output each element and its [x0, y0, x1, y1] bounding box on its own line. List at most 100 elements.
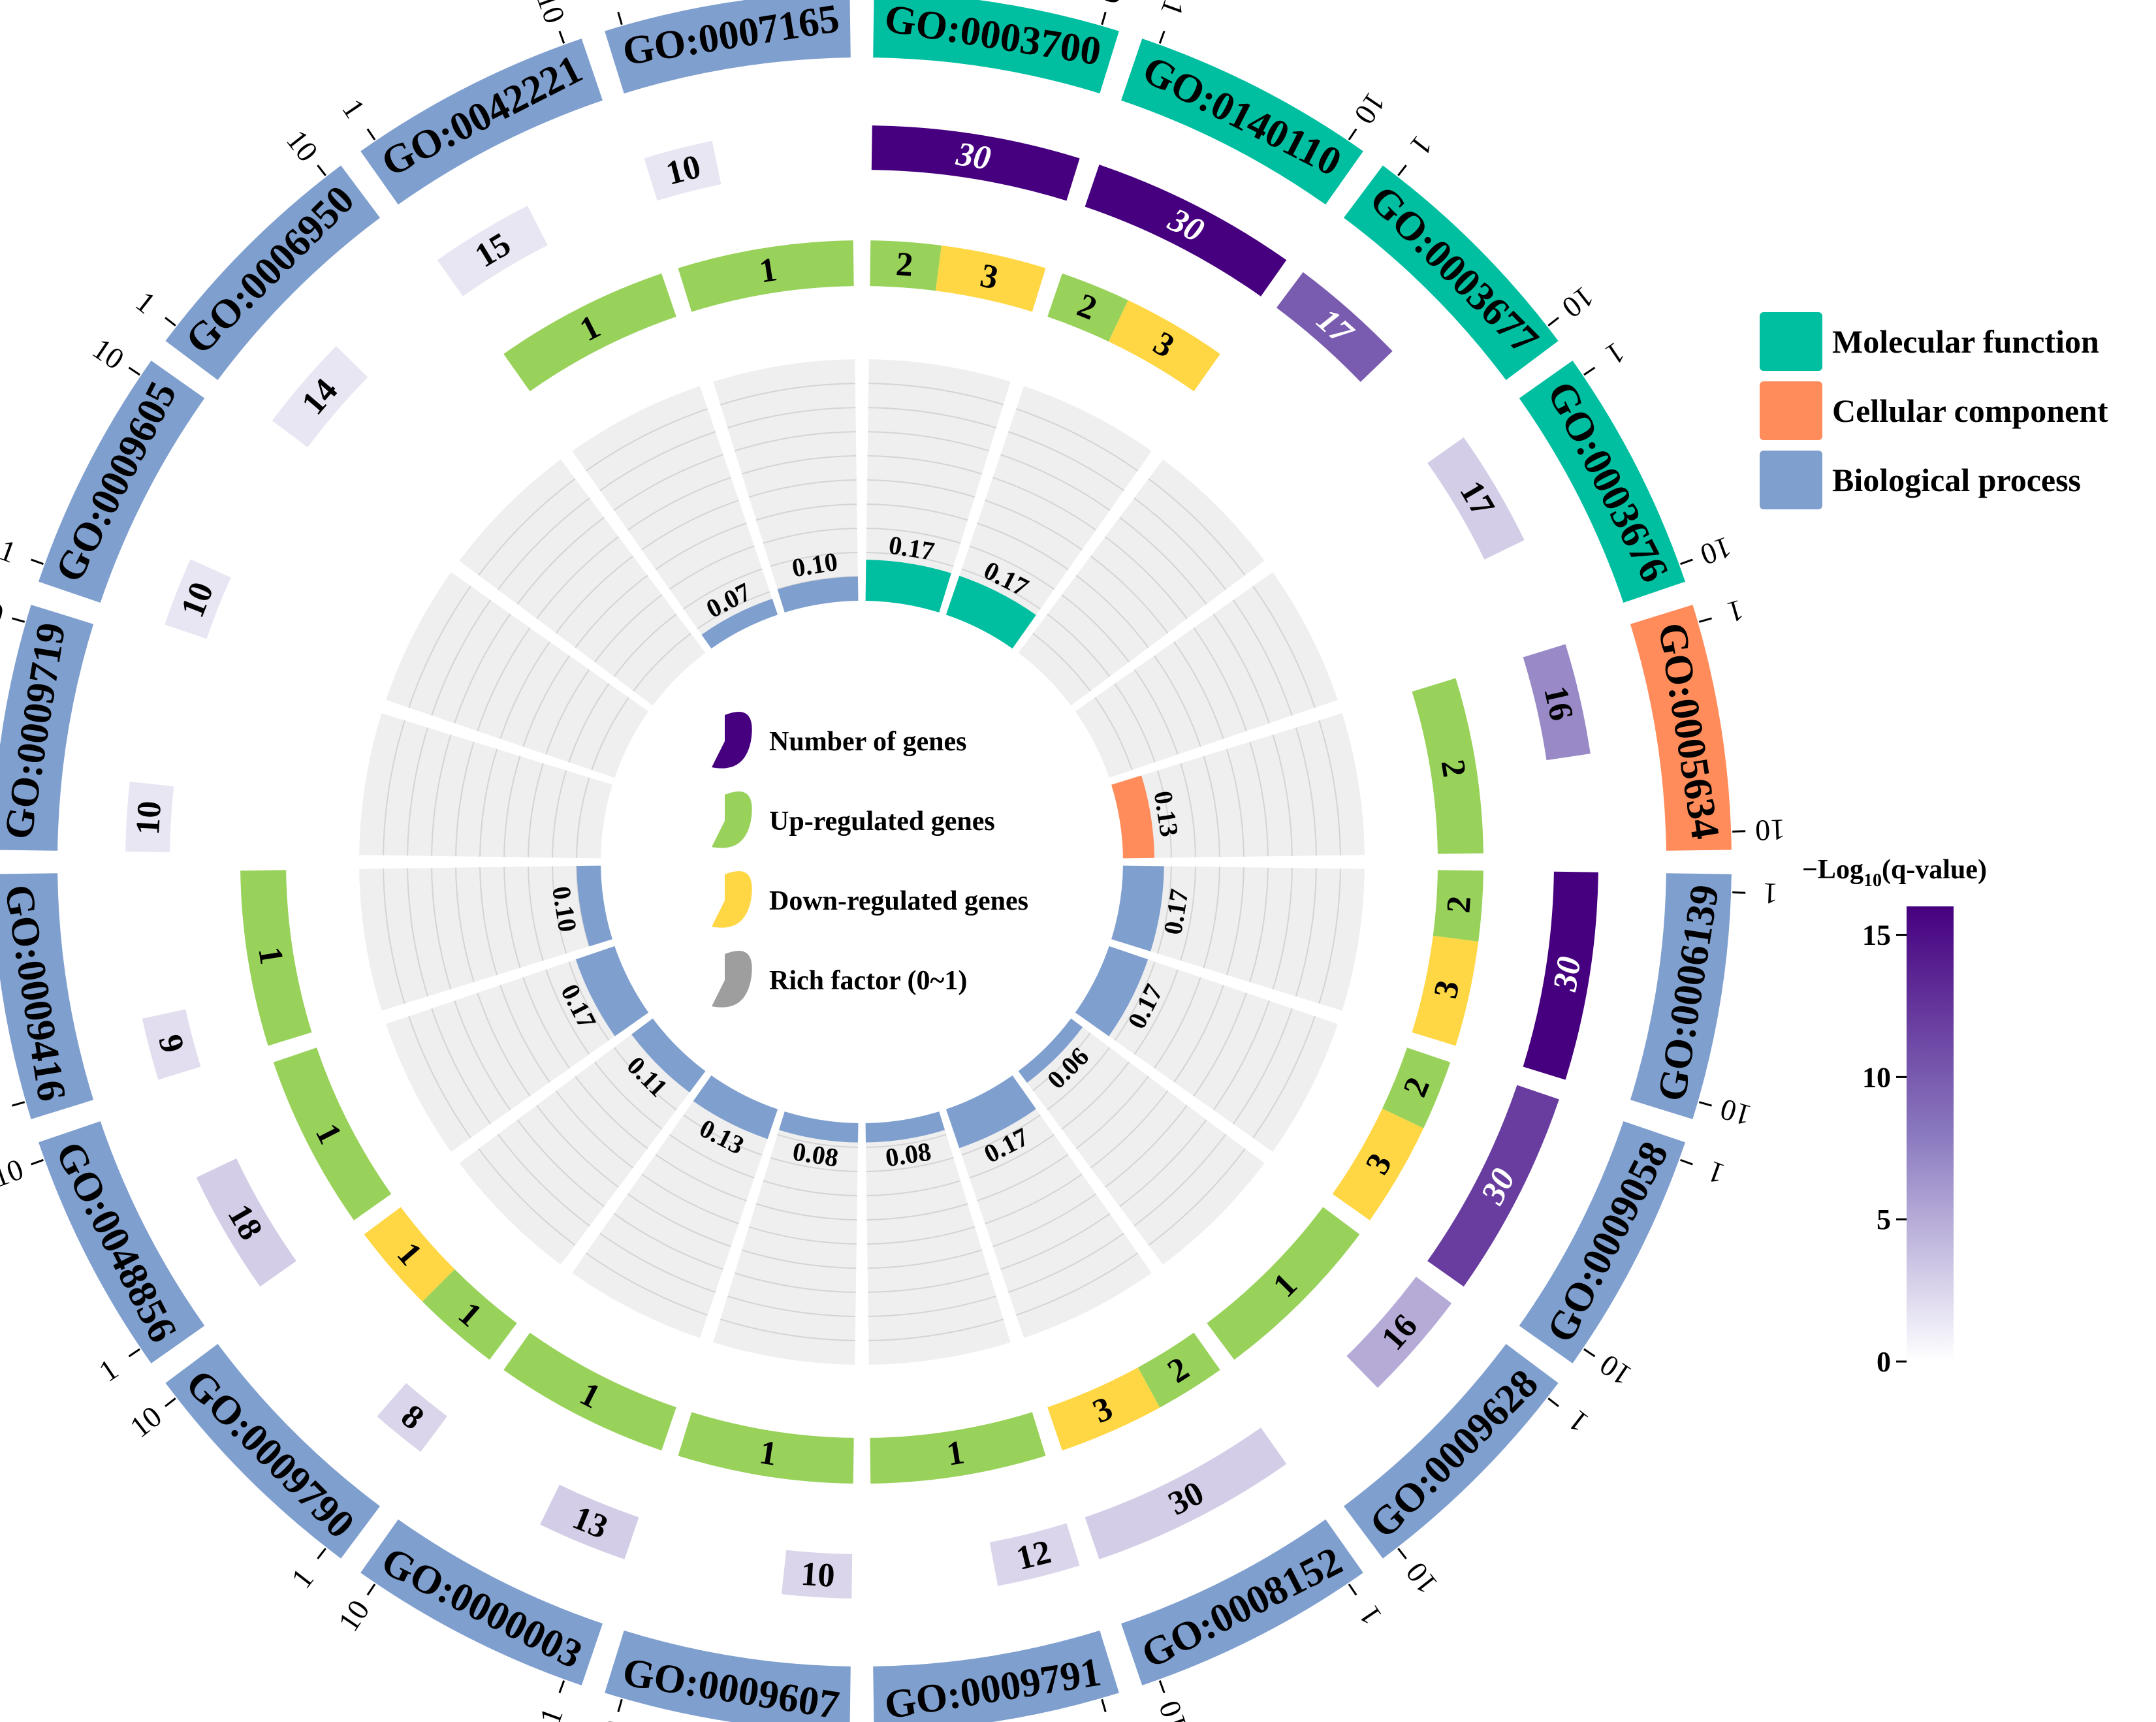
rich-factor-gridline	[866, 1180, 961, 1196]
rich-factor-gridline	[408, 585, 471, 709]
rich-factor-gridline	[516, 517, 605, 605]
outer-tick-mark	[165, 317, 176, 327]
outer-tick-mark	[128, 366, 140, 376]
up-regulated-bar	[1047, 273, 1128, 342]
up-regulated-bar	[422, 1269, 517, 1360]
gene-count-label: 30	[953, 135, 993, 178]
rich-factor-gridline	[1295, 868, 1317, 997]
outer-tick-label: 10	[1754, 813, 1786, 848]
rich-factor-gridline	[977, 522, 1069, 571]
rich-factor-gridline	[748, 1226, 857, 1245]
colorbar-tick-label: 0	[1877, 1346, 1891, 1378]
go-term-band	[605, 0, 851, 94]
rich-factor-gridline	[720, 1318, 855, 1341]
rich-factor-gridline	[407, 727, 429, 856]
rich-factor-gridline	[576, 777, 590, 858]
rich-factor-gridline	[985, 500, 1083, 550]
rich-factor-gridline	[770, 552, 858, 567]
gene-count-bar	[1346, 1276, 1452, 1388]
rich-factor-gridline	[552, 770, 567, 858]
rich-factor-grid	[945, 386, 1152, 649]
outer-tick-label: 10	[1348, 87, 1392, 131]
rich-factor-gridline	[545, 969, 590, 1055]
rich-factor-gridline	[868, 431, 990, 452]
go-term-band	[1343, 165, 1559, 381]
go-term-band	[1630, 605, 1732, 851]
outer-tick-mark	[617, 1698, 623, 1712]
rich-factor-label: 0.17	[1158, 887, 1194, 936]
outer-tick-label: 10	[280, 123, 325, 168]
rich-factor-gridline	[777, 1134, 858, 1148]
rich-factor-grid	[713, 359, 859, 613]
rich-factor-grid	[572, 1075, 778, 1338]
rich-factor-bar	[865, 1111, 945, 1143]
outer-tick-label: 1	[1404, 129, 1439, 162]
outer-tick-label: 10	[123, 1399, 168, 1444]
rich-factor-gridline	[734, 431, 856, 452]
rich-factor-grid	[865, 359, 1011, 613]
rich-factor-gridline	[868, 1295, 997, 1317]
outer-tick-label: 10	[0, 1152, 27, 1194]
go-term-band	[165, 1343, 381, 1559]
rich-factor-gridline	[522, 655, 571, 747]
down-regulated-bar	[1412, 935, 1479, 1046]
rich-factor-gridline	[1133, 669, 1179, 755]
go-term-band	[360, 1519, 603, 1685]
outer-tick-label: 10	[1152, 1697, 1194, 1722]
gene-count-bar	[165, 559, 231, 639]
gene-count-bar	[1427, 437, 1525, 560]
rich-factor-bar	[575, 946, 649, 1036]
outer-tick-mark	[12, 617, 25, 623]
outer-tick-mark	[165, 1397, 176, 1407]
rich-factor-gridline	[720, 383, 855, 406]
outer-tick-mark	[31, 1158, 44, 1166]
outer-tick-mark	[12, 1101, 25, 1107]
rich-factor-gridline	[1249, 867, 1269, 983]
rich-factor-gridline	[977, 1153, 1069, 1202]
rich-factor-gridline	[868, 407, 997, 429]
legend-label-biological-process: Biological process	[1832, 462, 2081, 498]
rich-factor-gridline	[478, 1148, 576, 1246]
down-regulated-bar	[1047, 1367, 1160, 1451]
outer-tick-mark	[1680, 1158, 1693, 1166]
rich-factor-gridline	[497, 1134, 590, 1227]
gene-count-bar	[781, 1550, 853, 1599]
rich-factor-gridline	[867, 1226, 975, 1245]
rich-factor-gridline	[868, 383, 1004, 406]
rich-factor-grid	[459, 459, 706, 706]
up-regulated-bar	[240, 870, 312, 1046]
rich-factor-grid	[713, 1111, 859, 1365]
outer-tick-mark	[366, 1584, 376, 1596]
gene-count-bar	[1427, 1085, 1559, 1287]
outer-tick-label: 1	[0, 533, 20, 569]
gene-count-label: 10	[129, 800, 168, 836]
rich-factor-gridline	[555, 1090, 634, 1169]
go-term-band	[1343, 1343, 1559, 1559]
outer-tick-label: 1	[1352, 1600, 1388, 1631]
rich-factor-bar	[778, 1111, 859, 1143]
rich-factor-gridline	[479, 867, 498, 976]
rich-factor-gridline	[866, 503, 968, 521]
colorbar-tick-label: 5	[1877, 1204, 1891, 1236]
rich-factor-gridline	[528, 763, 544, 857]
rich-factor-gridline	[1180, 867, 1196, 961]
center-legend-label: Number of genes	[769, 727, 967, 757]
outer-tick-mark	[617, 12, 623, 25]
gene-count-label: 16	[1536, 682, 1580, 724]
outer-tick-label: 10	[1594, 1348, 1638, 1392]
rich-factor-label: 0.17	[887, 530, 936, 566]
up-regulated-bar	[1137, 1332, 1220, 1408]
rich-factor-gridline	[1213, 1000, 1270, 1111]
rich-factor-gridline	[741, 1249, 857, 1269]
rich-factor-bar	[1111, 865, 1164, 951]
rich-factor-gridline	[613, 454, 723, 511]
rich-factor-gridline	[536, 536, 620, 620]
rich-factor-gridline	[641, 1173, 739, 1224]
outer-tick-mark	[1583, 366, 1596, 376]
rich-factor-gridline	[536, 1104, 620, 1188]
rich-factor-gridline	[867, 479, 975, 498]
outer-tick-label: 10	[530, 0, 572, 27]
rich-factor-gridline	[969, 545, 1055, 590]
outer-tick-mark	[1397, 1548, 1407, 1559]
